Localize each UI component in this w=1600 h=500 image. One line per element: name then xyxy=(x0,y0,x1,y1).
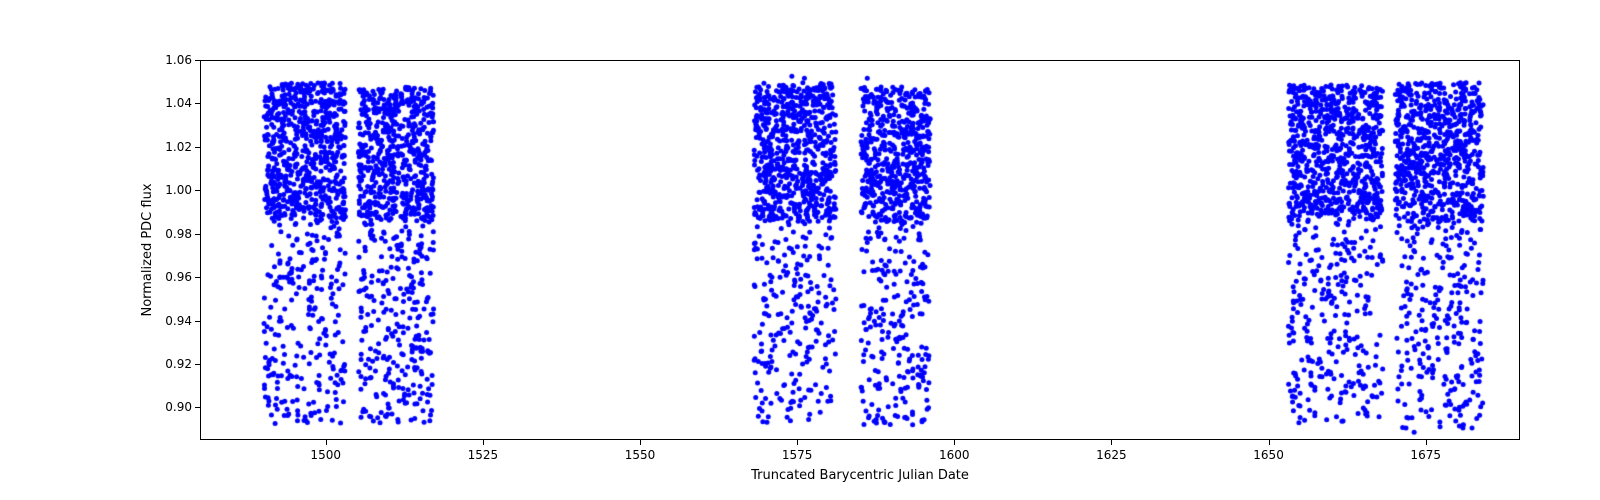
ytick-label: 1.06 xyxy=(156,53,192,67)
ytick-mark xyxy=(195,234,200,235)
xtick-mark xyxy=(1111,440,1112,445)
xtick-label: 1625 xyxy=(1096,448,1127,462)
xtick-mark xyxy=(1426,440,1427,445)
scatter-chart: 1500 1525 1550 1575 1600 1625 1650 1675 0.90 0.9… xyxy=(0,0,1600,500)
ytick-mark xyxy=(195,190,200,191)
xtick-label: 1525 xyxy=(468,448,499,462)
xtick-label: 1550 xyxy=(625,448,656,462)
ytick-mark xyxy=(195,103,200,104)
ytick-mark xyxy=(195,60,200,61)
ytick-label: 1.00 xyxy=(156,183,192,197)
ytick-label: 1.02 xyxy=(156,140,192,154)
xtick-mark xyxy=(483,440,484,445)
plot-area xyxy=(200,60,1520,440)
ytick-label: 0.90 xyxy=(156,400,192,414)
xtick-mark xyxy=(1269,440,1270,445)
ytick-mark xyxy=(195,321,200,322)
ytick-mark xyxy=(195,364,200,365)
ytick-label: 0.96 xyxy=(156,270,192,284)
xtick-mark xyxy=(797,440,798,445)
ytick-mark xyxy=(195,147,200,148)
scatter-points-canvas xyxy=(201,61,1520,440)
ytick-label: 0.98 xyxy=(156,227,192,241)
ytick-mark xyxy=(195,277,200,278)
xtick-label: 1600 xyxy=(939,448,970,462)
xtick-label: 1675 xyxy=(1410,448,1441,462)
xtick-label: 1650 xyxy=(1253,448,1284,462)
xtick-mark xyxy=(954,440,955,445)
y-axis-label: Normalized PDC flux xyxy=(140,183,155,316)
xtick-label: 1500 xyxy=(310,448,341,462)
x-axis-label: Truncated Barycentric Julian Date xyxy=(751,468,969,483)
ytick-mark xyxy=(195,407,200,408)
xtick-mark xyxy=(326,440,327,445)
ytick-label: 0.92 xyxy=(156,357,192,371)
xtick-label: 1575 xyxy=(782,448,813,462)
xtick-mark xyxy=(640,440,641,445)
ytick-label: 1.04 xyxy=(156,96,192,110)
ytick-label: 0.94 xyxy=(156,314,192,328)
